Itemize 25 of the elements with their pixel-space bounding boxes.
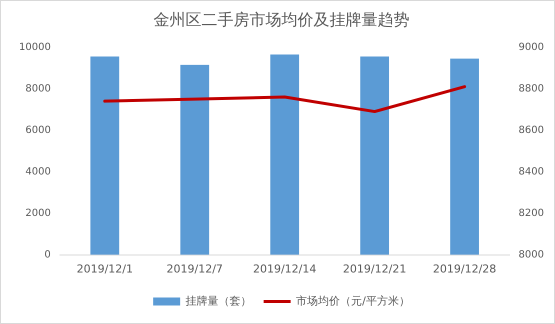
bar xyxy=(90,56,120,255)
y2-tick-label: 9000 xyxy=(518,42,544,53)
x-tick-label: 2019/12/28 xyxy=(432,262,496,276)
y2-tick-label: 8000 xyxy=(518,249,544,260)
bar xyxy=(180,64,210,255)
y-tick-label: 10000 xyxy=(19,42,51,53)
bar xyxy=(270,54,300,255)
y2-tick-label: 8200 xyxy=(518,208,544,219)
bar xyxy=(450,58,479,255)
x-tick-label: 2019/12/1 xyxy=(76,262,133,276)
bar xyxy=(360,56,390,255)
x-tick-label: 2019/12/14 xyxy=(252,262,316,276)
legend-label: 市场均价（元/平方米） xyxy=(296,294,410,308)
y-tick-label: 6000 xyxy=(25,124,51,136)
legend-label: 挂牌量（套） xyxy=(186,294,252,308)
y-tick-label: 4000 xyxy=(25,166,51,178)
y2-tick-label: 8600 xyxy=(518,124,544,136)
y-tick-label: 2000 xyxy=(25,208,51,219)
chart-title: 金州区二手房市场均价及挂牌量趋势 xyxy=(154,10,410,29)
y2-tick-label: 8800 xyxy=(518,83,544,94)
x-tick-label: 2019/12/7 xyxy=(166,262,223,276)
y2-tick-label: 8400 xyxy=(518,166,544,178)
x-tick-label: 2019/12/21 xyxy=(342,262,406,276)
y-tick-label: 8000 xyxy=(25,83,51,94)
y-tick-label: 0 xyxy=(44,249,51,260)
